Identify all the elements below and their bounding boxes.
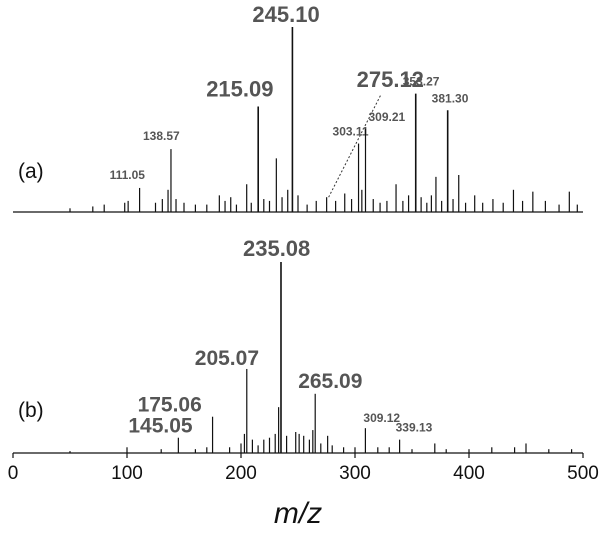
panel-a-peak-label: 309.21	[368, 110, 405, 124]
panel-a-label: (a)	[18, 160, 44, 183]
panel-a-spectrum: 111.05 138.57 215.09 245.10 275.12 303.11309.…	[13, 2, 583, 213]
x-tick-label-3: 300	[339, 463, 371, 484]
panel-b-peak-label: 339.13	[396, 421, 433, 435]
panel-b-peak-label: 145.05	[128, 415, 193, 438]
x-tick-label-4: 400	[453, 463, 485, 484]
panel-a-peak-label: 353.27	[403, 75, 440, 89]
panel-a-peak-label: 138.57	[143, 129, 180, 143]
panel-b-peak-label: 175.06	[138, 394, 202, 417]
x-axis: 0 100 200 300 400 500	[8, 453, 599, 484]
x-tick-label-1: 100	[111, 463, 143, 484]
panel-a-leader-line	[328, 94, 382, 198]
panel-a-peak-label: 215.09	[206, 77, 273, 102]
x-axis-label: m/z	[274, 497, 322, 530]
panel-a-peak-label: 381.30	[432, 91, 469, 105]
panel-b-peak-label: 265.09	[298, 370, 362, 393]
panel-b-peak-label: 205.07	[195, 347, 259, 370]
panel-b-label: (b)	[18, 399, 44, 422]
x-tick-label-0: 0	[8, 463, 19, 484]
panel-a-peak-label: 303.11	[333, 125, 369, 139]
panel-a-peak-label: 245.10	[252, 2, 319, 27]
panel-b-peak-label: 235.08	[243, 236, 310, 261]
x-tick-label-5: 500	[567, 463, 599, 484]
x-tick-label-2: 200	[225, 463, 257, 484]
panel-a-peak-label: 111.05	[110, 168, 146, 182]
panel-a-peak-label: 275.12	[357, 67, 424, 92]
panel-b-peak-label: 309.12	[363, 411, 400, 425]
